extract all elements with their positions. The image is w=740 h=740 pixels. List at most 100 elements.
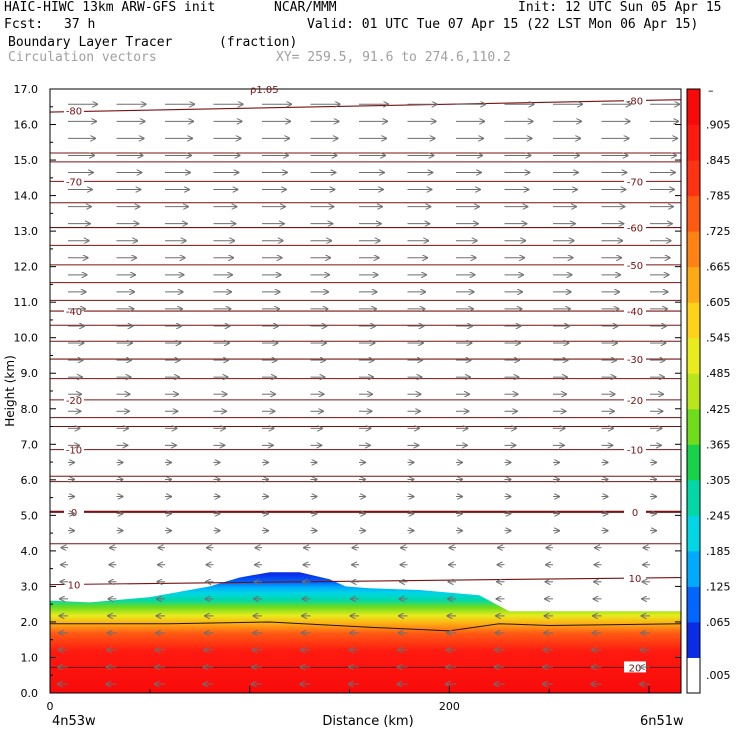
endpoint-left: 4n53w: [52, 714, 96, 729]
colorbar-swatch: [687, 657, 700, 694]
colorbar-top-mark: –: [708, 84, 714, 97]
isotherm-label-right: -20: [627, 396, 643, 407]
colorbar-label: .485: [706, 367, 731, 380]
y-tick-label: 16.0: [14, 119, 39, 132]
field1-name: Boundary Layer Tracer: [8, 35, 173, 50]
field1-units: (fraction): [219, 35, 298, 50]
colorbar-swatch: [687, 408, 700, 445]
isotherm-line: [50, 576, 681, 586]
x-tick-label: 200: [439, 700, 460, 713]
isotherm-label-left: -40: [66, 307, 82, 318]
org-label: NCAR/MMM: [274, 0, 337, 15]
y-tick-label: 7.0: [21, 438, 39, 451]
y-tick-label: 14.0: [14, 190, 39, 203]
isotherm-label-bg: [624, 393, 646, 405]
colorbar-label: .545: [706, 332, 731, 345]
y-tick-label: 3.0: [21, 580, 39, 593]
isotherm-label-bg: [624, 258, 646, 270]
x-tick-label: 0: [47, 700, 54, 713]
y-tick-label: 15.0: [14, 154, 39, 167]
isotherm-line: [50, 99, 681, 113]
y-tick-label: 6.0: [21, 474, 39, 487]
isotherm-label-bg: [64, 393, 84, 405]
y-tick-label: 5.0: [21, 509, 39, 522]
colorbar-label: .005: [706, 669, 731, 682]
fcst-value: 37 h: [64, 17, 96, 32]
colorbar: .005 .065 .125 .185 .245 .305 .365 .425 .485 .545…: [686, 84, 731, 694]
tracer-boundary-contour: [50, 621, 681, 632]
colorbar-swatch: [687, 550, 700, 587]
colorbar-swatch: [687, 373, 700, 410]
isotherm-label-bg: [624, 353, 646, 365]
isotherm-label-left: 10: [68, 581, 81, 592]
colorbar-label: .065: [706, 616, 731, 629]
colorbar-label: .905: [706, 119, 731, 132]
y-tick-label: 9.0: [21, 367, 39, 380]
x-axis-label: Distance (km): [322, 714, 413, 729]
model-title: HAIC-HIWC 13km ARW-GFS init: [4, 0, 216, 15]
isotherm-label-right: -60: [627, 224, 643, 235]
colorbar-swatch: [687, 160, 700, 197]
init-time: Init: 12 UTC Sun 05 Apr 15: [518, 0, 722, 15]
y-tick-label: 8.0: [21, 403, 39, 416]
isotherm-contours: -80 -80 -70 -70 -60 -50 -40 -40 -30 -20 -20 -10 -10 0…: [50, 94, 681, 674]
y-tick-label: 0.0: [21, 687, 39, 700]
isotherm-label-bg: [624, 661, 646, 673]
isotherm-label-bg: [624, 571, 646, 583]
colorbar-label: .125: [706, 580, 731, 593]
colorbar-swatch: [687, 266, 700, 303]
isotherm-label-right: -30: [627, 355, 643, 366]
plot-area: -80 -80 -70 -70 -60 -50 -40 -40 -30 -20 -20 -10 -10 0…: [50, 89, 681, 693]
colorbar-frame: [686, 88, 701, 694]
colorbar-label: .245: [706, 509, 731, 522]
isotherm-label-bg: [64, 578, 84, 590]
y-tick-label: 13.0: [14, 225, 39, 238]
y-axis-label: Height (km): [3, 355, 17, 426]
isotherm-label-left: -70: [66, 177, 82, 188]
y-tick-label: 2.0: [21, 616, 39, 629]
colorbar-swatch: [687, 515, 700, 552]
y-tick-label: 12.0: [14, 261, 39, 274]
colorbar-label: .785: [706, 190, 731, 203]
colorbar-label: .665: [706, 261, 731, 274]
isotherm-label-bg: [624, 221, 646, 233]
colorbar-swatch: [687, 337, 700, 374]
isotherm-label-bg: [64, 104, 84, 116]
isotherm-label-bg: [624, 505, 646, 517]
isotherm-label-right: -10: [627, 446, 643, 457]
colorbar-swatch: [687, 124, 700, 161]
isotherm-label-right: -40: [627, 307, 643, 318]
colorbar-label: .305: [706, 474, 731, 487]
isotherm-label-left: -20: [66, 396, 82, 407]
colorbar-label: .425: [706, 403, 731, 416]
isotherm-label-right: 0: [632, 508, 638, 519]
isotherm-label-right: -70: [627, 177, 643, 188]
isotherm-label-bg: [64, 305, 84, 317]
isotherm-label-bg: [64, 175, 84, 187]
colorbar-label: .845: [706, 154, 731, 167]
endpoint-right: 6n51w: [640, 714, 684, 729]
isotherm-label-right: 10: [629, 574, 642, 585]
isotherm-label-bg: [624, 443, 646, 455]
colorbar-label: .725: [706, 225, 731, 238]
valid-time: Valid: 01 UTC Tue 07 Apr 15 (22 LST Mon …: [307, 17, 699, 32]
colorbar-label: .365: [706, 438, 731, 451]
y-tick-label: 4.0: [21, 545, 39, 558]
colorbar-label: .605: [706, 296, 731, 309]
x-axis: 0 200: [47, 686, 650, 713]
y-axis: 0.0 1.0 2.0 3.0 4.0 5.0 6.0 7.0 8.0 9.0 10.0 11.0 12…: [14, 83, 681, 700]
colorbar-swatch: [687, 479, 700, 516]
colorbar-swatch: [687, 302, 700, 339]
y-tick-label: 11.0: [14, 296, 39, 309]
isotherm-label-right: -50: [627, 261, 643, 272]
colorbar-swatch: [687, 621, 700, 658]
fcst-label: Fcst:: [4, 17, 44, 32]
tracer-field: [50, 572, 681, 693]
colorbar-swatch: [687, 195, 700, 232]
field2-name: Circulation vectors: [8, 50, 157, 65]
isotherm-label-left: -10: [66, 446, 82, 457]
colorbar-swatch: [687, 586, 700, 623]
isotherm-label-bg: [624, 305, 646, 317]
isotherm-label-left: -80: [66, 106, 82, 117]
